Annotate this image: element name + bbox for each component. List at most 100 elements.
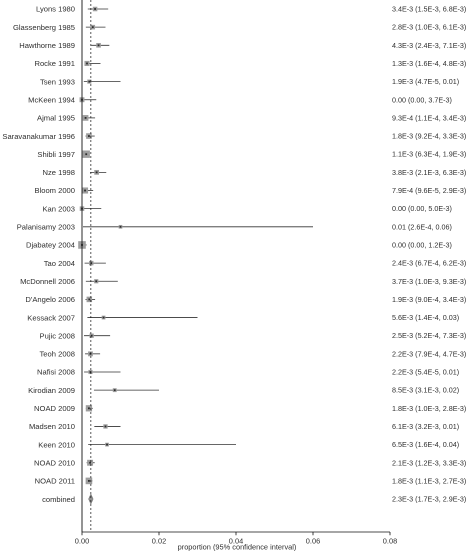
study-row: Palanisamy 2003 0.01 (2.6E-4, 0.06) (17, 222, 452, 231)
x-axis: 0.00 0.02 0.04 0.06 0.08 (75, 531, 397, 546)
estimate-point (113, 389, 116, 392)
study-label: Kessack 2007 (27, 313, 75, 322)
study-label: Teoh 2008 (40, 350, 75, 359)
estimate-point (106, 443, 108, 446)
study-row: NOAD 2010 2.1E-3 (1.2E-3, 3.3E-3) (34, 458, 466, 467)
study-row: McDonnell 2006 3.7E-3 (1.0E-3, 9.3E-3) (20, 277, 466, 286)
estimate-point (88, 80, 91, 83)
ci-label: 1.9E-3 (9.0E-4, 3.4E-3) (392, 295, 466, 304)
estimate-point (84, 117, 87, 119)
study-row: Kessack 2007 5.6E-3 (1.4E-4, 0.03) (27, 313, 459, 322)
study-row: Kan 2003 0.00 (0.00, 5.0E-3) (42, 204, 451, 213)
study-row: Shibli 1997 1.1E-3 (6.3E-4, 1.9E-3) (37, 150, 466, 159)
study-label: Rocke 1991 (34, 59, 75, 68)
combined-label: combined (42, 495, 75, 504)
study-row: Rocke 1991 1.3E-3 (1.6E-4, 4.8E-3) (34, 59, 466, 68)
study-label: Tao 2004 (44, 259, 75, 268)
study-row: Madsen 2010 6.1E-3 (3.2E-3, 0.01) (29, 422, 459, 431)
ci-label: 0.01 (2.6E-4, 0.06) (392, 222, 452, 231)
estimate-point (90, 262, 93, 264)
study-label: Pujic 2008 (40, 331, 75, 340)
study-row: NOAD 2011 1.8E-3 (1.1E-3, 2.7E-3) (35, 476, 467, 485)
study-label: NOAD 2011 (35, 477, 75, 486)
study-label: Madsen 2010 (29, 422, 75, 431)
ci-label: 2.8E-3 (1.0E-3, 6.1E-3) (392, 23, 466, 32)
ci-label: 2.4E-3 (6.7E-4, 6.2E-3) (392, 259, 466, 268)
ci-label: 1.9E-3 (4.7E-5, 0.01) (392, 77, 459, 86)
study-row: McKeen 1994 0.00 (0.00, 3.7E-3) (28, 95, 452, 104)
study-label: McDonnell 2006 (20, 277, 75, 286)
study-label: Tsen 1993 (40, 77, 75, 86)
study-label: Kan 2003 (42, 204, 75, 213)
ci-label: 1.8E-3 (1.1E-3, 2.7E-3) (392, 476, 466, 485)
estimate-point (95, 171, 98, 174)
rows-layer: Lyons 1980 3.4E-3 (1.5E-3, 6.8E-3) Glassen… (2, 5, 466, 505)
ci-label: 3.4E-3 (1.5E-3, 6.8E-3) (392, 5, 466, 14)
combined-row: combined 2.3E-3 (1.7E-3, 2.9E-3) (42, 493, 466, 505)
study-row: Glassenberg 1985 2.8E-3 (1.0E-3, 6.1E-3) (13, 23, 466, 32)
x-tick-label: 0.04 (229, 537, 243, 546)
combined-ci-label: 2.3E-3 (1.7E-3, 2.9E-3) (392, 495, 466, 504)
study-row: Kirodian 2009 8.5E-3 (3.1E-3, 0.02) (28, 386, 459, 395)
study-label: Nze 1998 (42, 168, 75, 177)
ci-label: 2.5E-3 (5.2E-4, 7.3E-3) (392, 331, 466, 340)
ci-label: 6.1E-3 (3.2E-3, 0.01) (392, 422, 459, 431)
estimate-point (88, 298, 91, 301)
estimate-point (90, 334, 93, 337)
combined-diamond (88, 493, 94, 505)
study-row: Nze 1998 3.8E-3 (2.1E-3, 6.3E-3) (42, 168, 466, 177)
ci-label: 8.5E-3 (3.1E-3, 0.02) (392, 386, 459, 395)
reference-lines (81, 0, 92, 532)
study-row: Djabatey 2004 0.00 (0.00, 1.2E-3) (26, 240, 452, 249)
estimate-point (84, 189, 86, 192)
estimate-point (94, 8, 96, 10)
study-label: Kirodian 2009 (28, 386, 75, 395)
ci-label: 9.3E-4 (1.1E-4, 3.4E-3) (392, 113, 466, 122)
study-row: Pujic 2008 2.5E-3 (5.2E-4, 7.3E-3) (40, 331, 467, 340)
ci-label: 0.00 (0.00, 1.2E-3) (392, 240, 452, 249)
study-row: Nafisi 2008 2.2E-3 (5.4E-5, 0.01) (37, 368, 459, 377)
study-label: Keen 2010 (38, 440, 75, 449)
estimate-point (86, 62, 88, 65)
study-row: NOAD 2009 1.8E-3 (1.0E-3, 2.8E-3) (34, 404, 466, 413)
estimate-point (95, 280, 98, 283)
study-row: Ajmal 1995 9.3E-4 (1.1E-4, 3.4E-3) (37, 113, 466, 122)
estimate-point (89, 461, 91, 464)
study-label: Shibli 1997 (37, 150, 75, 159)
study-row: Lyons 1980 3.4E-3 (1.5E-3, 6.8E-3) (36, 5, 466, 14)
ci-label: 1.8E-3 (9.2E-4, 3.3E-3) (392, 132, 466, 141)
study-row: Tsen 1993 1.9E-3 (4.7E-5, 0.01) (40, 77, 459, 86)
ci-label: 2.2E-3 (7.9E-4, 4.7E-3) (392, 349, 466, 358)
x-tick-label: 0.00 (75, 537, 89, 546)
estimate-point (97, 44, 100, 47)
study-label: McKeen 1994 (28, 95, 75, 104)
ci-label: 3.7E-3 (1.0E-3, 9.3E-3) (392, 277, 466, 286)
ci-label: 1.8E-3 (1.0E-3, 2.8E-3) (392, 404, 466, 413)
estimate-point (88, 407, 90, 410)
ci-label: 3.8E-3 (2.1E-3, 6.3E-3) (392, 168, 466, 177)
ci-label: 2.2E-3 (5.4E-5, 0.01) (392, 368, 459, 377)
study-label: NOAD 2009 (34, 404, 75, 413)
study-label: Djabatey 2004 (26, 241, 75, 250)
ci-label: 7.9E-4 (9.6E-5, 2.9E-3) (392, 186, 466, 195)
estimate-point (85, 153, 88, 156)
ci-label: 0.00 (0.00, 3.7E-3) (392, 95, 452, 104)
study-label: Nafisi 2008 (37, 368, 75, 377)
study-row: Keen 2010 6.5E-3 (1.6E-4, 0.04) (38, 440, 459, 449)
x-tick-label: 0.02 (152, 537, 166, 546)
ci-label: 0.00 (0.00, 5.0E-3) (392, 204, 452, 213)
study-label: Hawthorne 1989 (19, 41, 75, 50)
estimate-point (102, 316, 105, 319)
study-label: Glassenberg 1985 (13, 23, 75, 32)
estimate-point (119, 225, 122, 228)
x-axis-label: proportion (95% confidence interval) (178, 543, 297, 552)
study-row: Teoh 2008 2.2E-3 (7.9E-4, 4.7E-3) (40, 349, 467, 358)
estimate-point (89, 352, 92, 355)
study-row: Saravanakumar 1996 1.8E-3 (9.2E-4, 3.3E-3… (2, 132, 466, 141)
study-label: D'Angelo 2006 (25, 295, 75, 304)
study-row: Hawthorne 1989 4.3E-3 (2.4E-3, 7.1E-3) (19, 41, 466, 50)
estimate-point (91, 26, 94, 29)
estimate-point (88, 135, 90, 137)
study-label: Palanisamy 2003 (17, 223, 75, 232)
